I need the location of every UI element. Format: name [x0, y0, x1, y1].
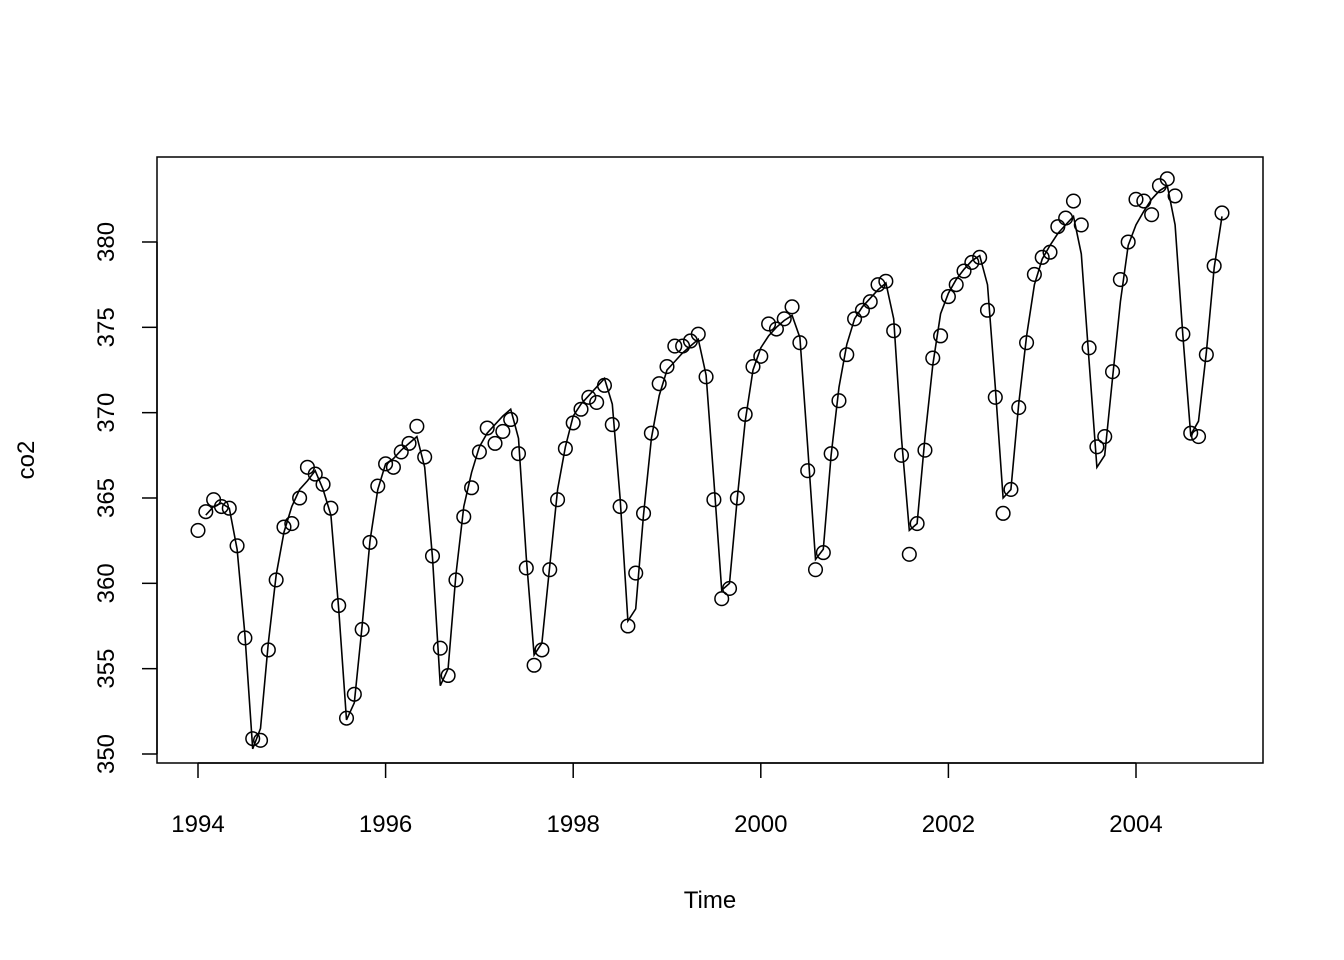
observed-point: [417, 449, 433, 465]
observed-point: [901, 546, 917, 562]
y-tick-label: 360: [93, 563, 120, 603]
observed-point: [831, 393, 847, 409]
observed-point: [854, 302, 870, 318]
observed-point: [464, 480, 480, 496]
observed-point: [1089, 439, 1105, 455]
observed-point: [252, 732, 269, 748]
observed-point: [964, 254, 980, 271]
observed-point: [1097, 429, 1113, 445]
observed-point: [589, 394, 605, 410]
observed-point: [526, 657, 542, 673]
observed-point: [800, 463, 816, 479]
fitted-line: [205, 184, 1223, 750]
observed-point: [956, 263, 972, 279]
observed-point: [495, 423, 511, 439]
observed-point: [862, 294, 878, 310]
observed-point: [807, 562, 824, 578]
observed-point: [1112, 271, 1128, 288]
x-tick-label: 1996: [359, 811, 412, 838]
observed-point: [1058, 210, 1074, 226]
observed-point: [487, 435, 503, 451]
observed-point: [995, 505, 1011, 521]
observed-point: [604, 417, 620, 433]
observed-point: [706, 492, 722, 508]
x-tick-label: 2004: [1109, 811, 1162, 838]
observed-point: [557, 440, 573, 457]
observed-point: [378, 456, 394, 472]
observed-point: [1167, 188, 1183, 204]
x-axis-title: Time: [684, 887, 736, 914]
observed-point: [651, 376, 667, 392]
observed-point: [784, 299, 800, 315]
observed-point: [432, 640, 448, 656]
observed-point: [1026, 266, 1042, 282]
observed-point: [1190, 429, 1207, 445]
observed-point: [573, 401, 589, 417]
observed-point: [479, 420, 495, 436]
y-axis: 350 355 360 365 370 375 380: [93, 222, 158, 774]
observed-point: [393, 444, 409, 460]
observed-point: [659, 359, 675, 375]
y-tick-label: 380: [93, 222, 120, 262]
observed-point: [1050, 219, 1066, 235]
x-axis: 1994 1996 1998 2000 2002 2004: [171, 762, 1163, 838]
y-tick-label: 370: [93, 393, 120, 433]
observed-point: [948, 277, 964, 293]
y-tick-label: 350: [93, 734, 120, 774]
y-tick-label: 355: [93, 649, 120, 689]
observed-point: [761, 316, 777, 332]
observed-point: [847, 311, 863, 327]
observed-point: [714, 591, 730, 607]
observed-point: [198, 504, 214, 520]
observed-point: [221, 500, 237, 516]
observed-point: [471, 444, 487, 460]
observed-point: [893, 447, 910, 463]
observed-point: [1065, 193, 1082, 209]
x-tick-label: 1994: [171, 811, 224, 838]
observed-point: [675, 338, 691, 354]
observed-point: [190, 522, 206, 538]
observed-point: [1128, 191, 1144, 207]
x-tick-label: 1998: [547, 811, 600, 838]
observed-point: [839, 347, 855, 363]
y-tick-label: 365: [93, 478, 120, 518]
x-tick-label: 2002: [922, 811, 975, 838]
observed-point: [1136, 193, 1152, 209]
x-tick-label: 2000: [734, 811, 787, 838]
observed-point: [878, 273, 894, 289]
observed-point: [628, 565, 644, 581]
observed-point: [307, 466, 323, 482]
observed-point: [940, 289, 956, 305]
observed-point: [667, 338, 683, 354]
plot-marks: [190, 171, 1230, 750]
observed-point: [776, 311, 792, 327]
y-tick-label: 375: [93, 307, 120, 347]
observed-point: [385, 459, 401, 475]
observed-point: [1034, 249, 1050, 265]
y-axis-title: co2: [13, 441, 40, 480]
observed-point: [401, 435, 417, 451]
observed-point: [933, 328, 949, 344]
observed-point: [409, 418, 425, 434]
observed-point: [284, 516, 300, 532]
observed-point: [979, 302, 996, 318]
observed-point: [1144, 207, 1160, 223]
observed-point: [581, 389, 597, 405]
observed-point: [972, 249, 988, 265]
observed-point: [503, 411, 519, 428]
observed-point: [768, 321, 784, 337]
